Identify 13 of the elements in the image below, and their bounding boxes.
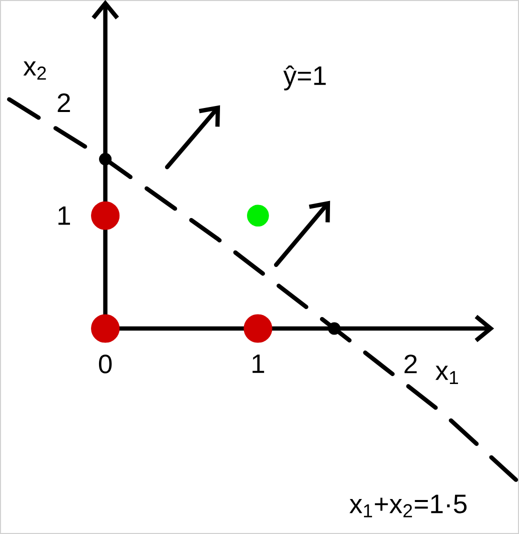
point (91, 201, 120, 230)
point (91, 314, 120, 343)
x-tick-label: 0 (98, 354, 112, 374)
series-label: x$_{1}$+x$_{2}$=1·5 (350, 494, 467, 518)
point (328, 322, 341, 335)
y-axis-title: x$_{2}$ (23, 61, 46, 80)
annotation: ŷ=1 (283, 65, 326, 90)
x-tick-label: 2 (404, 354, 417, 374)
point (99, 152, 112, 166)
x-axis-title: x$_{1}$ (435, 366, 458, 384)
point (247, 204, 269, 227)
x-tick-label: 1 (252, 354, 264, 373)
point (244, 314, 272, 343)
